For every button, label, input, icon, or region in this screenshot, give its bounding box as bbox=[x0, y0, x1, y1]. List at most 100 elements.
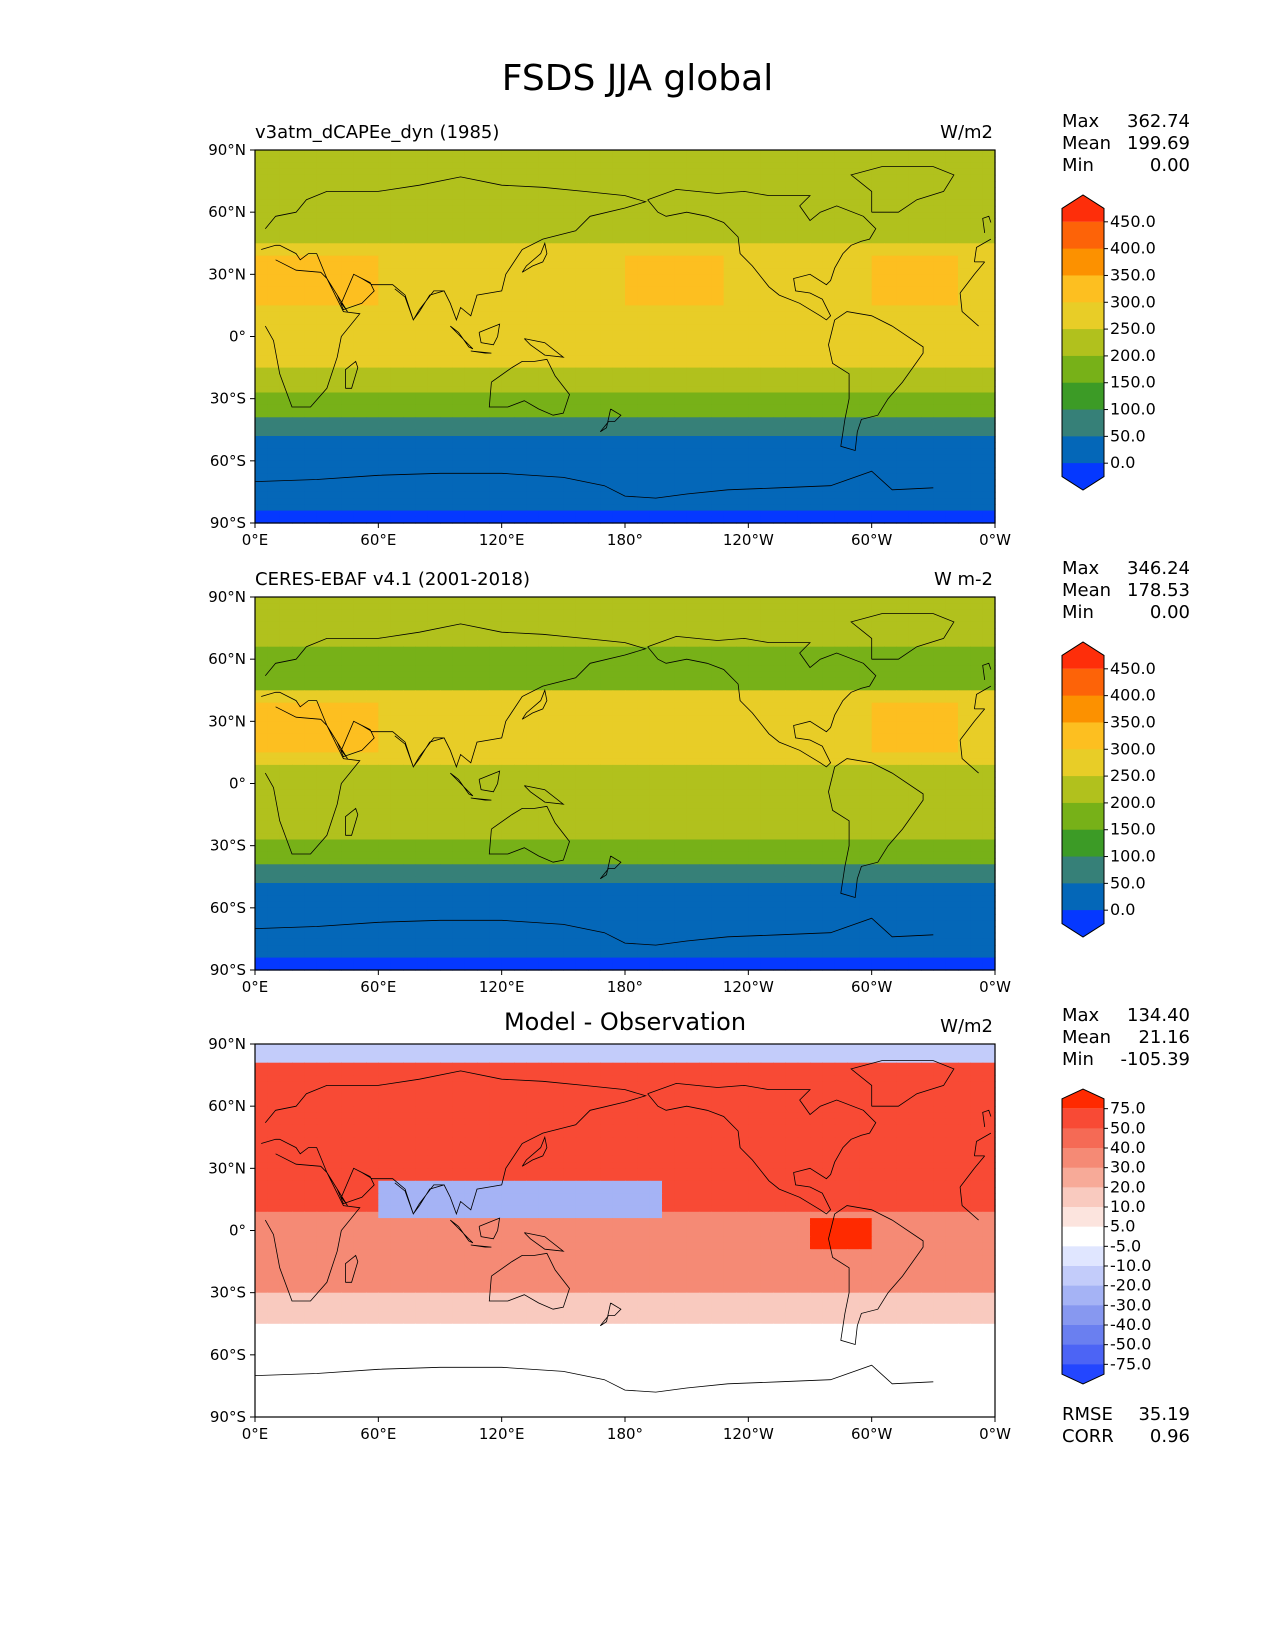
map-cell bbox=[711, 621, 725, 629]
map-cell bbox=[427, 485, 441, 493]
map-cell bbox=[464, 653, 478, 660]
map-cell bbox=[538, 467, 552, 474]
map-cell bbox=[921, 727, 934, 735]
map-cell bbox=[871, 268, 885, 275]
map-cell bbox=[329, 491, 342, 499]
map-cell bbox=[822, 218, 836, 226]
map-cell bbox=[378, 659, 392, 666]
map-cell bbox=[723, 199, 737, 207]
map-cell bbox=[773, 336, 786, 344]
map-cell bbox=[403, 621, 416, 629]
map-cell bbox=[538, 454, 552, 462]
map-cell bbox=[538, 417, 552, 425]
map-cell bbox=[464, 237, 478, 244]
map-cell bbox=[255, 274, 268, 282]
map-cell bbox=[341, 404, 355, 412]
map-cell bbox=[711, 460, 725, 468]
map-cell bbox=[292, 237, 305, 244]
map-cell bbox=[452, 646, 466, 654]
map-cell bbox=[267, 603, 281, 610]
map-cell bbox=[908, 317, 922, 325]
map-cell bbox=[810, 467, 823, 474]
map-cell bbox=[908, 659, 922, 666]
map-cell bbox=[292, 640, 305, 648]
map-cell bbox=[982, 510, 996, 518]
map-cell bbox=[871, 367, 885, 375]
map-cell bbox=[723, 646, 737, 654]
map-cell bbox=[501, 702, 515, 710]
map-cell bbox=[563, 274, 577, 282]
map-cell bbox=[760, 187, 774, 195]
map-cell bbox=[785, 386, 799, 393]
map-cell bbox=[341, 411, 355, 418]
map-cell bbox=[477, 498, 490, 505]
map-cell bbox=[551, 336, 564, 344]
map-cell bbox=[699, 367, 712, 375]
map-cell bbox=[501, 473, 515, 481]
map-cell bbox=[390, 205, 404, 213]
map-cell bbox=[292, 516, 305, 524]
map-cell bbox=[711, 261, 725, 269]
colorbar-label: 300.0 bbox=[1110, 292, 1156, 311]
map-cell bbox=[477, 317, 490, 325]
map-cell bbox=[921, 634, 934, 642]
map-cell bbox=[477, 168, 490, 176]
map-cell bbox=[711, 646, 725, 654]
map-cell bbox=[982, 690, 996, 698]
map-cell bbox=[292, 609, 305, 617]
map-cell bbox=[625, 702, 638, 710]
map-cell bbox=[649, 646, 663, 654]
map-cell bbox=[760, 249, 774, 257]
map-cell bbox=[501, 361, 515, 369]
map-cell bbox=[514, 454, 527, 462]
map-cell bbox=[304, 324, 318, 331]
map-cell bbox=[649, 708, 663, 716]
map-cell bbox=[267, 491, 281, 499]
map-cell bbox=[773, 516, 786, 524]
map-cell bbox=[341, 498, 355, 505]
map-cell bbox=[908, 671, 922, 679]
map-cell bbox=[662, 467, 675, 474]
map-cell bbox=[945, 448, 959, 456]
map-cell bbox=[896, 181, 910, 188]
map-cell bbox=[415, 286, 429, 294]
map-cell bbox=[933, 386, 947, 393]
map-cell bbox=[797, 168, 811, 176]
map-cell bbox=[329, 634, 342, 642]
map-cell bbox=[415, 491, 429, 499]
map-cell bbox=[711, 224, 725, 232]
map-cell bbox=[945, 224, 959, 232]
map-cell bbox=[600, 293, 614, 300]
map-cell bbox=[662, 417, 675, 425]
map-cell bbox=[279, 609, 293, 617]
map-cell bbox=[588, 355, 601, 362]
map-cell bbox=[378, 504, 392, 512]
map-cell bbox=[390, 479, 404, 487]
map-cell bbox=[649, 609, 663, 617]
map-cell bbox=[847, 721, 860, 729]
map-cell bbox=[921, 324, 934, 331]
map-cell bbox=[440, 628, 453, 635]
map-cell bbox=[970, 603, 984, 610]
map-cell bbox=[341, 448, 355, 456]
map-cell bbox=[366, 367, 379, 375]
map-cell bbox=[477, 255, 490, 263]
map-cell bbox=[773, 373, 786, 381]
map-cell bbox=[662, 392, 675, 400]
map-cell bbox=[612, 261, 626, 269]
map-cell bbox=[859, 696, 873, 704]
map-cell bbox=[859, 721, 873, 729]
map-cell bbox=[452, 597, 466, 604]
map-cell bbox=[477, 597, 490, 604]
map-cell bbox=[649, 621, 663, 629]
map-cell bbox=[686, 423, 700, 431]
map-cell bbox=[871, 659, 885, 666]
map-cell bbox=[316, 162, 330, 170]
map-cell bbox=[736, 168, 749, 176]
map-cell bbox=[933, 467, 947, 474]
map-cell bbox=[847, 436, 860, 443]
map-cell bbox=[477, 174, 490, 182]
map-cell bbox=[822, 286, 836, 294]
map-cell bbox=[834, 671, 848, 679]
map-cell bbox=[662, 677, 675, 685]
